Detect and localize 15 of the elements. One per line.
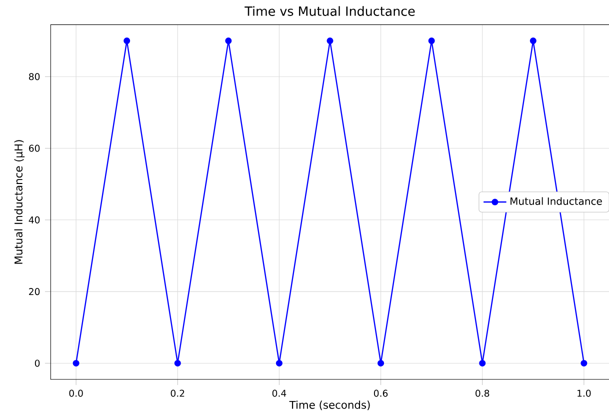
- x-tick-label: 1.0: [578, 390, 591, 397]
- y-tick-label: 60: [29, 144, 40, 152]
- x-tick-label: 0.4: [272, 390, 286, 397]
- y-tick-label: 20: [29, 288, 40, 296]
- x-tick-label: 0.8: [476, 390, 490, 397]
- x-tick-label: 0.6: [374, 390, 388, 397]
- y-tick-label: 80: [29, 73, 40, 80]
- y-tick-label: 40: [28, 216, 40, 224]
- y-axis-title: Mutual Inductance (μH): [14, 140, 25, 264]
- x-tick-label: 0.0: [69, 390, 83, 397]
- x-tick-label: 0.2: [170, 390, 184, 397]
- legend-label: Mutual Inductance: [510, 197, 602, 205]
- chart-title: Time vs Mutual Inductance: [244, 6, 415, 16]
- y-tick-label: 0: [34, 360, 40, 367]
- x-axis-title: Time (seconds): [289, 400, 370, 410]
